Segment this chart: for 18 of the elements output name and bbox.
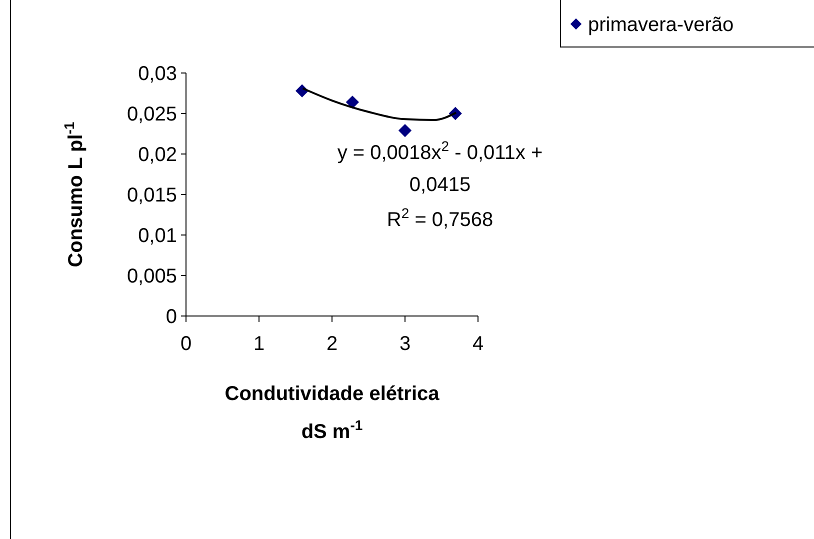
- legend-label: primavera-verão: [588, 14, 734, 36]
- annotation: y = 0,0018x$^{2}$ - 0,011x + 0,0415: [337, 138, 543, 196]
- x-tick-label: 4: [472, 333, 484, 355]
- x-tick-label: 3: [399, 333, 411, 355]
- point: [398, 124, 412, 138]
- point: [346, 96, 360, 109]
- x-tick-label: 1: [253, 333, 265, 355]
- x-tick-label: 2: [326, 333, 338, 355]
- y-tick-label: 0,025: [126, 104, 177, 126]
- x-axis-title: Condutividade elétrica dS m$^{-1}$: [224, 383, 440, 443]
- y-tick-label: 0,02: [138, 144, 177, 166]
- y-tick-label: 0,01: [138, 225, 177, 247]
- y-tick-label: 0,015: [126, 184, 177, 206]
- y-tick-label: 0,03: [138, 63, 177, 85]
- y-tick-label: 0,005: [126, 266, 177, 288]
- annotation: R$^{2}$ = 0,7568: [386, 205, 494, 231]
- x-tick-label: 0: [180, 333, 192, 355]
- y-tick-label: 0: [166, 306, 177, 328]
